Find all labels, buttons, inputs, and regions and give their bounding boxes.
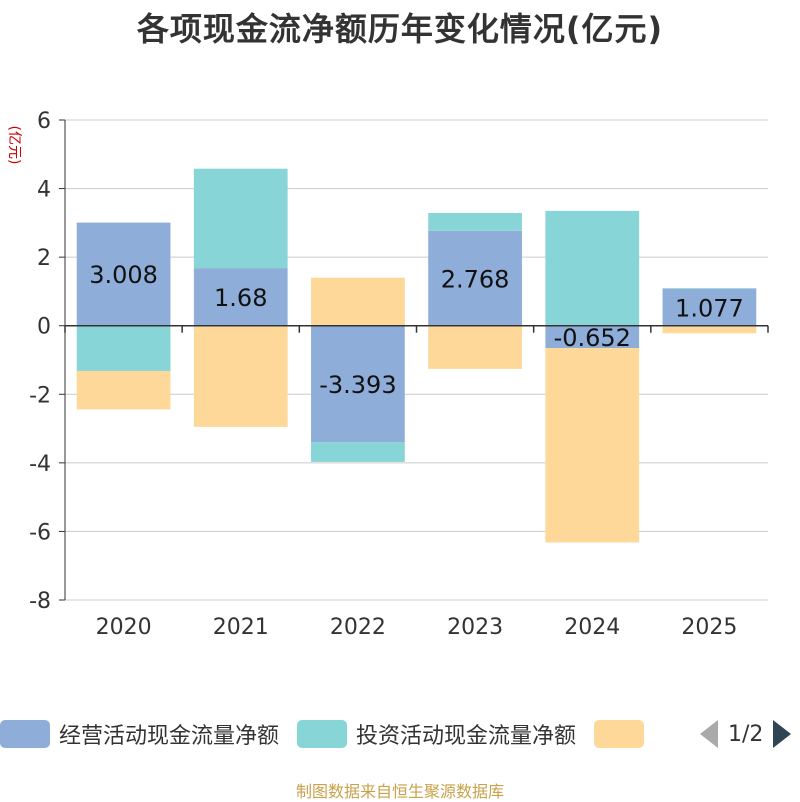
data-label: 1.68	[214, 284, 267, 312]
bar-segment	[311, 442, 405, 462]
x-tick-label: 2021	[213, 615, 269, 640]
bar-segment	[662, 288, 757, 326]
bar-segment	[662, 288, 757, 289]
y-tick-label: 6	[37, 109, 51, 134]
y-tick-label: 4	[37, 178, 51, 203]
y-axis-unit-label: (亿元)	[6, 126, 22, 165]
legend-label-investing: 投资活动现金流量净额	[356, 724, 577, 749]
bar-segment	[428, 212, 522, 231]
source-note: 制图数据来自恒生聚源数据库	[295, 782, 504, 801]
data-label: 2.768	[441, 265, 510, 293]
bars	[76, 168, 757, 543]
data-label: 3.008	[89, 261, 158, 289]
bar-segment	[193, 325, 288, 427]
bar-segment	[76, 325, 171, 371]
legend-swatch-third-series	[594, 720, 645, 748]
bar-segment	[311, 277, 405, 326]
legend-item-operating[interactable]: 经营活动现金流量净额	[0, 718, 279, 750]
bar-segment	[545, 348, 640, 543]
bar-segment	[428, 230, 522, 326]
data-label: -0.652	[554, 324, 631, 352]
x-tick-label: 2022	[330, 615, 386, 640]
bar-segment	[311, 325, 405, 443]
legend: 经营活动现金流量净额 投资活动现金流量净额	[0, 714, 671, 754]
data-label: -3.393	[319, 371, 396, 399]
bar-segment	[76, 370, 171, 410]
bar-segment	[662, 325, 757, 334]
bar-segment	[545, 210, 640, 326]
y-tick-label: -8	[29, 589, 51, 614]
bar-segment	[545, 325, 640, 349]
x-tick-label: 2024	[564, 615, 620, 640]
pager-prev-icon[interactable]	[700, 720, 718, 748]
legend-pager: 1/2	[700, 716, 792, 752]
y-tick-label: -2	[29, 383, 51, 408]
data-label: 1.077	[675, 294, 744, 322]
axes: 6 4 2 0 -2 -4 -6 -8 2020 2021 2022 2023 2024 2025	[29, 109, 769, 640]
y-tick-label: -6	[29, 520, 51, 545]
bar-segment	[428, 325, 522, 369]
grid-lines	[65, 119, 768, 601]
y-tick-label: 2	[37, 246, 51, 271]
x-tick-label: 2023	[447, 615, 503, 640]
bar-segment	[193, 168, 288, 269]
legend-swatch-operating	[0, 720, 50, 748]
legend-label-operating: 经营活动现金流量净额	[59, 724, 280, 749]
legend-swatch-investing	[297, 720, 348, 748]
x-tick-label: 2025	[681, 615, 737, 640]
legend-item-investing[interactable]: 投资活动现金流量净额	[297, 718, 576, 750]
y-tick-label: -4	[29, 452, 51, 477]
data-labels: 3.008 1.68 -3.393 2.768 -0.652 1.077	[89, 261, 744, 399]
x-tick-label: 2020	[96, 615, 152, 640]
bar-segment	[193, 268, 288, 326]
chart-title: 各项现金流净额历年变化情况(亿元)	[136, 10, 664, 48]
legend-item-third-series[interactable]	[594, 720, 653, 748]
pager-next-icon[interactable]	[773, 720, 792, 748]
pager-page-indicator: 1/2	[728, 721, 764, 747]
bar-segment	[76, 222, 171, 326]
y-tick-label: 0	[37, 315, 51, 340]
